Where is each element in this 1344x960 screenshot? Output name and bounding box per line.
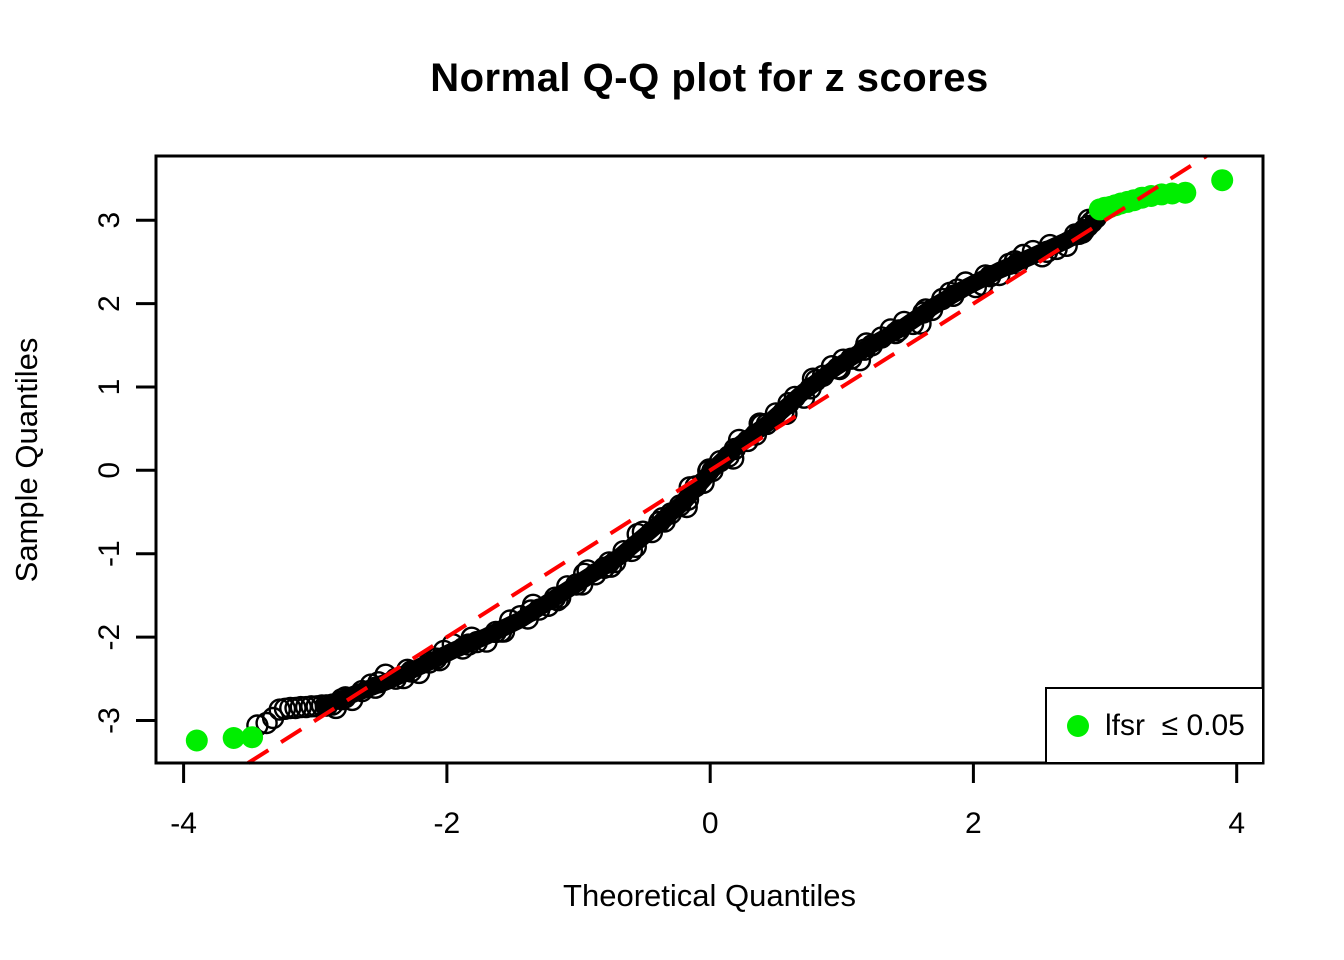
qq-point [374, 663, 397, 686]
reference-line [247, 154, 1208, 765]
qq-point [892, 310, 916, 334]
y-tick-label: 2 [93, 295, 126, 312]
qq-point [914, 298, 937, 321]
x-tick-label: -4 [170, 807, 197, 840]
qq-point-open-circle [289, 695, 312, 719]
y-axis-label: Sample Quantiles [9, 337, 44, 583]
qq-point [1030, 245, 1054, 268]
qq-point [573, 562, 596, 585]
qq-point [492, 620, 516, 643]
x-tick-label: 0 [702, 807, 719, 840]
qq-point [460, 626, 483, 649]
qq-point [954, 271, 977, 294]
qq-point-open-circle [1076, 214, 1100, 238]
qq-point-highlighted [241, 726, 264, 749]
y-tick-label: 3 [93, 212, 126, 229]
qq-point [979, 265, 1002, 288]
qq-point [832, 348, 855, 371]
qq-point-highlighted [185, 729, 208, 752]
y-tick-label: 0 [93, 462, 126, 479]
legend-marker-icon [1067, 714, 1089, 737]
qq-point [499, 609, 522, 632]
y-tick-label: -2 [93, 624, 126, 651]
qq-point-highlighted [1211, 169, 1234, 192]
qq-point [1055, 234, 1078, 258]
chart-title: Normal Q-Q plot for z scores [430, 56, 989, 100]
y-tick-label: -3 [93, 707, 126, 734]
y-tick-label: 1 [93, 379, 126, 396]
qq-point [1045, 237, 1068, 261]
qq-point [942, 284, 965, 307]
qq-point-open-circle [300, 695, 323, 718]
x-tick-label: 4 [1228, 807, 1245, 840]
x-tick-label: 2 [965, 807, 982, 840]
qq-point [909, 312, 932, 335]
qq-point-highlighted [1174, 181, 1197, 204]
qq-point-open-circle [1072, 218, 1096, 242]
qq-point [556, 575, 579, 598]
qq-point [399, 660, 423, 683]
qq-point [727, 428, 751, 452]
qq-point [624, 535, 647, 558]
x-axis-label: Theoretical Quantiles [563, 878, 856, 913]
qq-point [631, 520, 655, 543]
qq-point [367, 671, 390, 694]
qq-point [912, 301, 935, 324]
legend-box: lfsr ≤ 0.05 [1045, 687, 1264, 764]
y-tick-label: -1 [93, 540, 126, 567]
qq-point [777, 392, 800, 415]
legend-label: lfsr ≤ 0.05 [1105, 708, 1245, 742]
qq-point-open-circle [321, 693, 344, 716]
qq-point [549, 586, 572, 609]
qq-point [879, 318, 902, 341]
qq-point [521, 593, 545, 616]
qq-point [801, 367, 825, 390]
qq-point [599, 555, 623, 578]
x-tick-label: -2 [434, 807, 461, 840]
qq-point [612, 540, 635, 563]
qq-point [676, 488, 700, 511]
qq-point [465, 630, 489, 654]
qq-point-open-circle [255, 711, 278, 735]
qq-point-highlighted [222, 727, 245, 749]
qq-point [884, 321, 907, 345]
